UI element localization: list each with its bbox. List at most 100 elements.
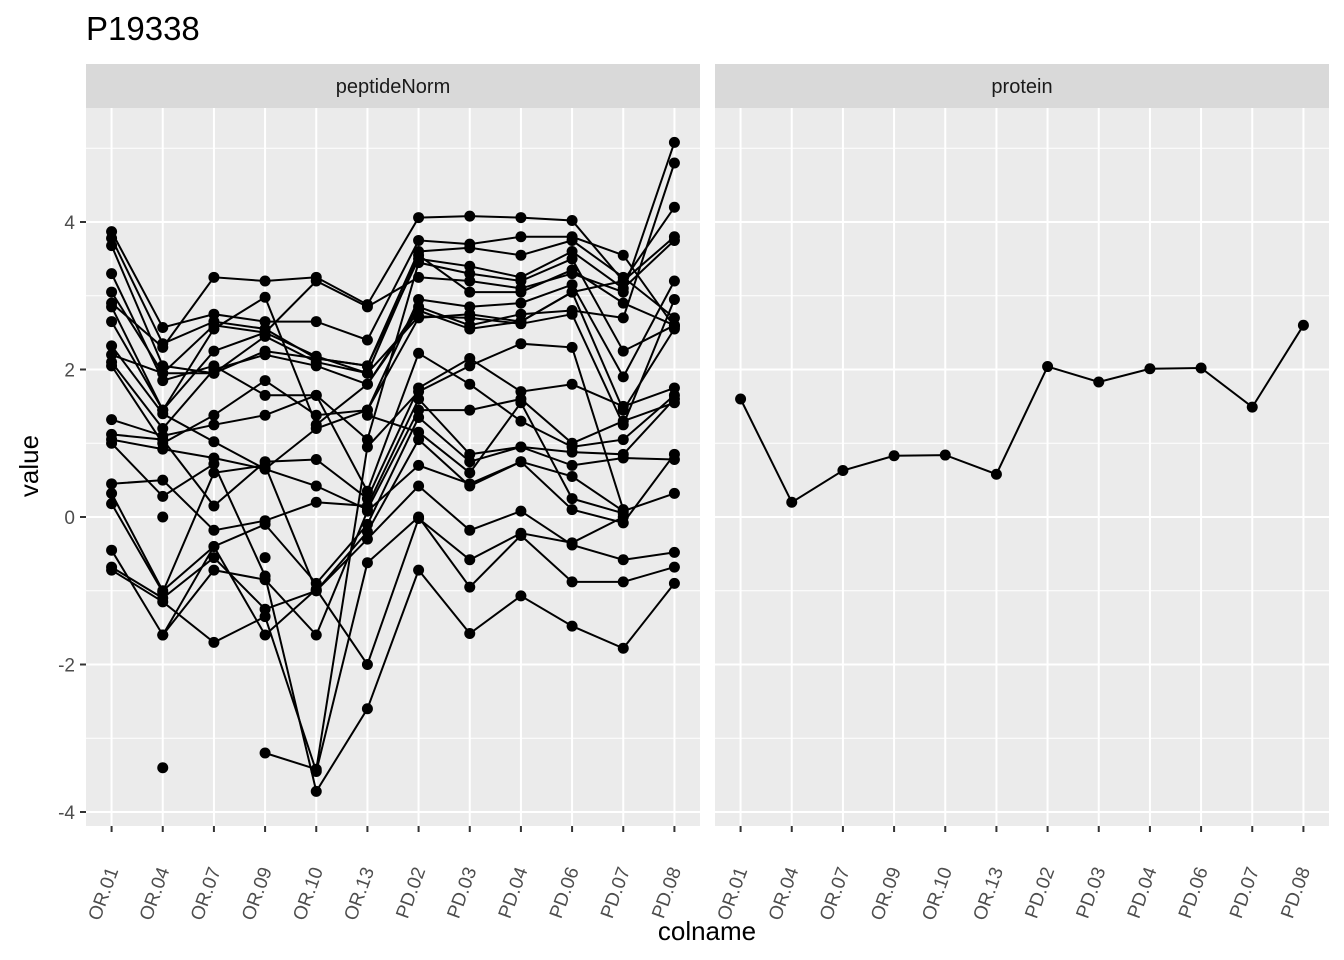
data-point bbox=[464, 628, 476, 640]
series-line bbox=[111, 397, 676, 532]
data-point bbox=[786, 496, 798, 508]
data-point bbox=[310, 423, 322, 434]
data-point bbox=[208, 419, 220, 431]
data-point bbox=[157, 443, 169, 455]
data-point bbox=[464, 323, 476, 335]
y-tick-label: 4 bbox=[64, 213, 75, 234]
data-point bbox=[990, 468, 1002, 480]
data-point bbox=[515, 441, 527, 453]
data-point bbox=[837, 465, 849, 477]
series-line bbox=[110, 253, 675, 375]
panel-background bbox=[715, 108, 1329, 826]
x-tick-label: PD.08 bbox=[1277, 865, 1315, 922]
data-point bbox=[566, 286, 578, 298]
data-point bbox=[566, 268, 578, 280]
data-point bbox=[259, 611, 271, 623]
data-point bbox=[106, 478, 118, 490]
data-point bbox=[361, 367, 373, 379]
data-point bbox=[361, 441, 373, 453]
x-tick-label: PD.07 bbox=[1226, 865, 1264, 922]
data-point bbox=[413, 249, 425, 261]
data-point bbox=[515, 282, 527, 294]
chart-title: P19338 bbox=[86, 10, 200, 47]
data-point bbox=[310, 316, 322, 328]
data-point bbox=[259, 375, 271, 387]
data-point bbox=[259, 389, 271, 401]
data-point bbox=[361, 557, 373, 569]
series-line bbox=[110, 280, 676, 445]
series-line bbox=[110, 438, 675, 595]
data-point bbox=[157, 367, 169, 379]
data-point bbox=[157, 629, 169, 641]
data-point bbox=[566, 576, 578, 588]
x-tick-label: PD.04 bbox=[1124, 864, 1162, 921]
data-point bbox=[413, 234, 425, 246]
data-point bbox=[208, 436, 220, 448]
series-line bbox=[110, 237, 676, 367]
data-point bbox=[464, 360, 476, 372]
series-line bbox=[111, 351, 676, 494]
data-point bbox=[106, 487, 118, 499]
data-point bbox=[566, 504, 578, 516]
data-point bbox=[361, 334, 373, 346]
data-point bbox=[668, 487, 680, 499]
data-point bbox=[157, 434, 169, 446]
data-point bbox=[464, 286, 476, 298]
data-point bbox=[106, 340, 118, 352]
series-line bbox=[264, 342, 625, 771]
data-point bbox=[566, 620, 578, 632]
data-point bbox=[361, 659, 373, 670]
data-point bbox=[566, 437, 578, 449]
data-point bbox=[464, 378, 476, 390]
data-point bbox=[464, 581, 476, 593]
data-point bbox=[566, 537, 578, 549]
data-point bbox=[208, 364, 220, 375]
data-point bbox=[413, 293, 425, 305]
data-point bbox=[464, 478, 476, 490]
x-tick-label: PD.02 bbox=[392, 865, 430, 922]
x-tick-label: PD.08 bbox=[648, 865, 686, 922]
data-point bbox=[1042, 361, 1054, 373]
data-point bbox=[106, 301, 118, 313]
data-point bbox=[413, 512, 425, 524]
x-tick-label: OR.01 bbox=[85, 865, 124, 924]
data-point bbox=[617, 434, 629, 446]
data-point bbox=[617, 371, 629, 383]
x-tick-label: OR.01 bbox=[714, 865, 753, 924]
data-point bbox=[310, 360, 322, 372]
data-point bbox=[515, 249, 527, 261]
data-point bbox=[413, 459, 425, 471]
x-tick-label: PD.06 bbox=[1175, 865, 1213, 922]
data-point bbox=[208, 319, 220, 331]
series-line bbox=[111, 299, 676, 428]
data-point bbox=[668, 136, 680, 148]
x-tick-label: PD.04 bbox=[495, 864, 533, 921]
data-point bbox=[106, 564, 118, 576]
data-point bbox=[208, 345, 220, 357]
data-point bbox=[361, 505, 373, 517]
data-point bbox=[464, 404, 476, 416]
data-point bbox=[259, 291, 271, 303]
data-point bbox=[361, 703, 373, 715]
data-point bbox=[157, 341, 169, 353]
data-point bbox=[310, 496, 322, 508]
data-point bbox=[566, 215, 578, 227]
data-point bbox=[106, 414, 118, 426]
data-point bbox=[259, 747, 271, 759]
data-point bbox=[259, 275, 271, 287]
series-line bbox=[161, 516, 624, 667]
data-point bbox=[413, 271, 425, 283]
data-point bbox=[208, 271, 220, 283]
facet-strip-label: protein bbox=[991, 76, 1052, 98]
x-tick-label: PD.07 bbox=[597, 865, 635, 922]
data-point bbox=[157, 490, 169, 502]
data-point bbox=[310, 480, 322, 492]
x-tick-label: OR.10 bbox=[289, 865, 328, 924]
x-tick-label: OR.13 bbox=[970, 865, 1009, 924]
x-tick-label: PD.03 bbox=[444, 865, 482, 922]
series-line bbox=[111, 484, 675, 611]
data-point bbox=[208, 636, 220, 648]
data-point bbox=[939, 449, 951, 461]
data-point bbox=[1297, 319, 1309, 331]
